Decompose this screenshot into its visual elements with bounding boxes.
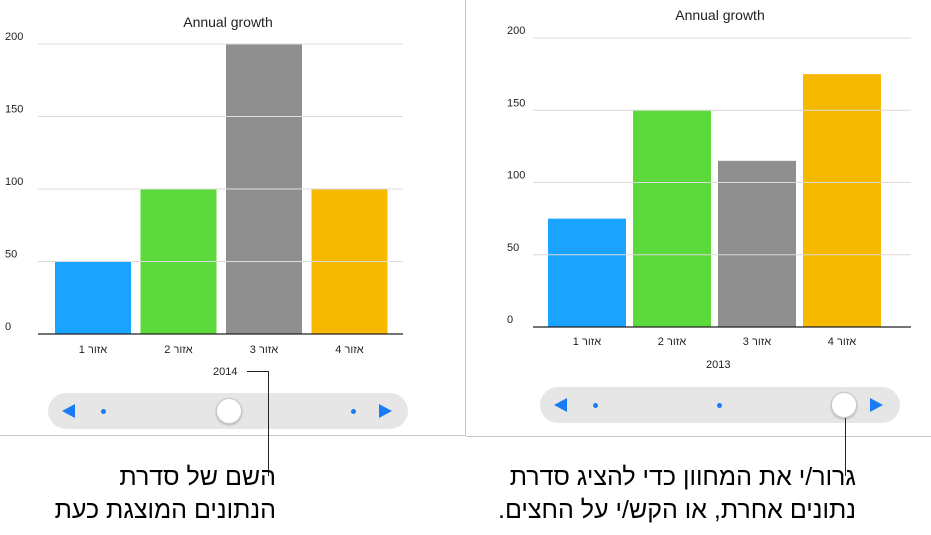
y-tick-label: 200 [507,25,525,37]
category-label: אזור 3 [743,336,771,348]
chart-title: Annual growth [675,7,765,23]
y-tick-label: 100 [5,176,23,188]
bar-1 [548,218,626,327]
callout-line-right [845,418,846,476]
y-tick-label: 0 [507,314,513,326]
y-tick-label: 100 [507,170,525,182]
next-arrow-icon[interactable] [379,404,392,418]
series-slider[interactable] [48,393,408,429]
bar-chart-2013: Annual growth 0 50 100 150 200 אזור 1 אזור 2 אזו… [507,7,911,348]
bar-1 [55,261,131,334]
bar-3 [718,160,796,327]
y-tick-label: 150 [5,104,23,116]
previous-arrow-icon[interactable] [554,398,567,412]
y-tick-label: 0 [5,321,11,333]
bar-4 [803,74,881,327]
y-tick-label: 200 [5,31,23,43]
slider-knob[interactable] [831,392,857,418]
next-arrow-icon[interactable] [870,398,883,412]
series-dot[interactable] [717,403,722,408]
series-slider[interactable] [540,387,900,423]
category-label: אזור 1 [573,336,601,348]
bar-chart-2014: Annual growth 0 50 100 150 200 אזור 1 אזור 2 אזו… [5,14,403,356]
series-dot[interactable] [351,409,356,414]
bar-2 [633,110,711,327]
series-dot[interactable] [101,409,106,414]
callout-slider-help: גרור/י את המחוון כדי להציג סדרת נתונים א… [498,463,856,524]
chart-panel-2013: Annual growth 0 50 100 150 200 אזור 1 אזור 2 אזו… [466,0,931,437]
slider-knob[interactable] [216,398,242,424]
previous-arrow-icon[interactable] [62,404,75,418]
callout-series-name: השם של סדרת הנתונים המוצגת כעת [54,463,276,524]
category-label: אזור 1 [79,344,107,356]
y-tick-label: 150 [507,97,525,109]
chart-panel-2014: Annual growth 0 50 100 150 200 אזור 1 אזור 2 אזו… [0,0,466,436]
y-tick-label: 50 [507,242,519,254]
category-label: אזור 4 [828,336,856,348]
series-name-label: 2014 [213,366,238,378]
category-label: אזור 2 [658,336,686,348]
callout-line-left [247,371,269,372]
series-name-label: 2013 [706,359,731,371]
category-label: אזור 3 [250,344,278,356]
chart-title: Annual growth [183,14,273,30]
callout-line-left [268,371,269,476]
y-tick-label: 50 [5,249,17,261]
category-label: אזור 4 [335,344,363,356]
category-label: אזור 2 [164,344,192,356]
series-dot[interactable] [593,403,598,408]
